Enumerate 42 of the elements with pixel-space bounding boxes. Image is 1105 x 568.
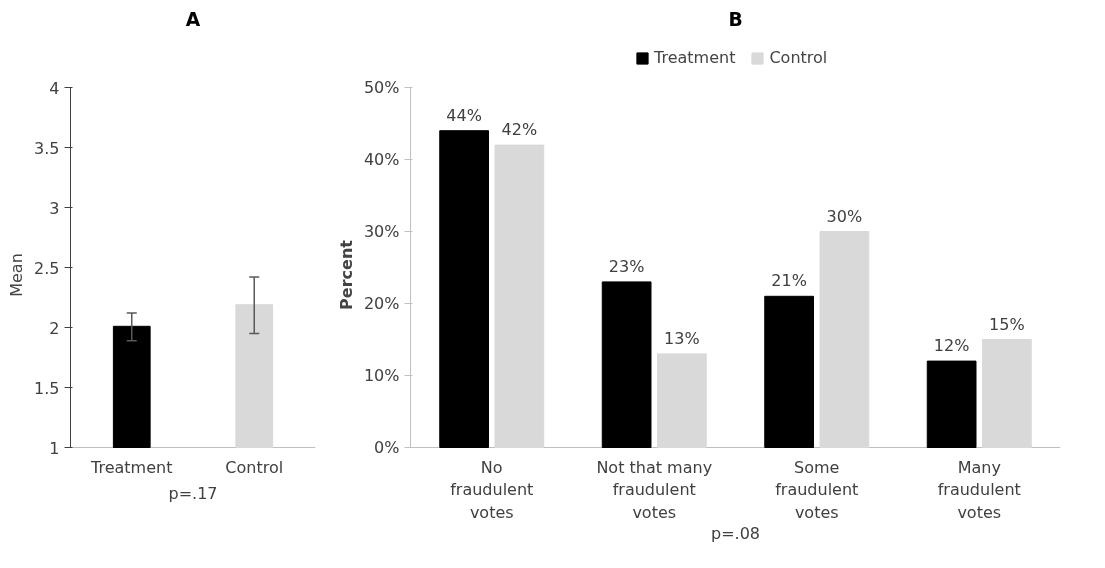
text: p=.17	[168, 483, 218, 503]
data-label: 42%	[501, 120, 538, 140]
bar	[982, 339, 1032, 448]
y-tick-label: 2	[49, 318, 60, 338]
y-tick-label: 40%	[363, 150, 400, 169]
y-tick-label: 0%	[374, 438, 400, 457]
data-label: 21%	[771, 271, 807, 291]
bar	[439, 130, 489, 448]
y-tick-label: 1	[49, 438, 60, 458]
y-tick-label: 4	[49, 78, 60, 98]
bar	[926, 360, 977, 448]
x-tick-label: Control	[225, 457, 284, 477]
chart-title: A	[185, 8, 201, 30]
y-tick-label: 3	[49, 198, 60, 218]
data-label: 44%	[446, 105, 482, 125]
data-label: 12%	[933, 336, 970, 356]
y-tick-label: 2.5	[34, 258, 60, 278]
data-label: 30%	[826, 206, 863, 226]
y-tick-label: 20%	[363, 294, 400, 313]
y-tick-label: 1.5	[34, 378, 60, 398]
bar	[819, 231, 870, 448]
x-tick-label: Many fraudulent votes	[937, 457, 1021, 523]
y-tick-label: 50%	[363, 78, 400, 97]
y-axis-title: Mean	[7, 253, 27, 297]
text: p=.08	[711, 523, 761, 543]
data-label: 15%	[989, 314, 1025, 334]
y-axis-title: Percent	[336, 239, 356, 310]
data-label: 23%	[608, 256, 645, 276]
legend-label: Treatment	[654, 48, 736, 67]
bar	[494, 144, 545, 448]
legend-label: Control	[769, 48, 828, 67]
y-tick-label: 30%	[363, 222, 400, 241]
y-tick-label: 10%	[363, 366, 400, 385]
y-tick-label: 3.5	[34, 138, 60, 158]
x-tick-label: No fraudulent votes	[450, 457, 534, 523]
x-tick-label: Some fraudulent votes	[775, 457, 859, 523]
bar	[601, 281, 652, 448]
chart-title: B	[728, 8, 743, 30]
x-tick-label: Treatment	[90, 457, 173, 477]
bar	[657, 353, 707, 448]
data-label: 13%	[664, 328, 700, 348]
bar	[764, 295, 814, 448]
